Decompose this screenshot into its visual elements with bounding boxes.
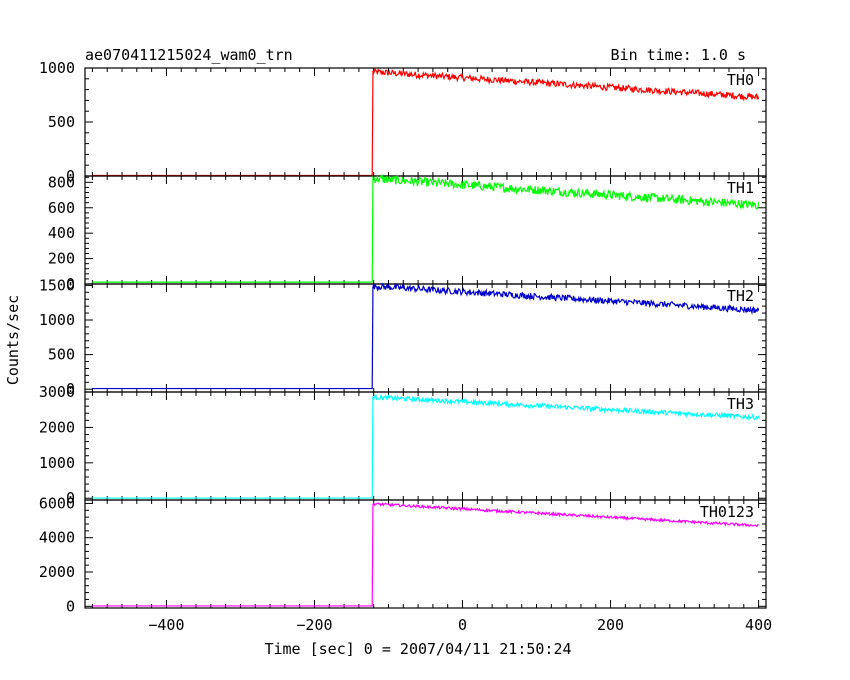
x-tick-label: −400	[148, 616, 184, 634]
series-line-th2	[92, 282, 760, 390]
y-tick-label: 6000	[39, 494, 75, 512]
series-line-th1	[92, 173, 760, 283]
series-line-th0	[92, 66, 760, 177]
y-tick-label: 3000	[39, 383, 75, 401]
y-tick-label: 2000	[39, 418, 75, 436]
x-tick-label: 0	[458, 616, 467, 634]
y-tick-label: 1000	[39, 454, 75, 472]
x-tick-label: 200	[597, 616, 624, 634]
y-tick-label: 200	[48, 250, 75, 268]
y-axis-label: Counts/sec	[4, 295, 22, 385]
panel-frame	[84, 499, 767, 609]
plot-title: ae070411215024_wam0_trn	[85, 46, 293, 64]
panel-frame	[84, 391, 767, 501]
y-tick-label: 0	[66, 275, 75, 293]
panel-th0: 0 500 1000 TH0	[39, 59, 767, 185]
panel-frame	[84, 67, 767, 177]
y-tick-label: 500	[48, 346, 75, 364]
series-label-th1: TH1	[727, 179, 754, 197]
y-tick-label: 0	[66, 167, 75, 185]
series-label-th0: TH0	[727, 71, 754, 89]
y-tick-label: 4000	[39, 529, 75, 547]
y-tick-label: 1500	[39, 276, 75, 294]
panel-th0123: 0 2000 4000 6000 TH0123	[39, 494, 767, 615]
series-label-th3: TH3	[727, 395, 754, 413]
x-tick-label: 400	[745, 616, 772, 634]
y-tick-label: 600	[48, 199, 75, 217]
bin-time-label: Bin time: 1.0 s	[611, 46, 746, 64]
y-tick-label: 800	[48, 173, 75, 191]
y-tick-label: 1000	[39, 59, 75, 77]
panel-frame	[84, 283, 767, 393]
series-label-th0123: TH0123	[700, 503, 754, 521]
panel-th3: 0 1000 2000 3000 TH3	[39, 383, 767, 507]
panel-frame	[84, 175, 767, 285]
panel-th2: 0 500 1000 1500 TH2	[39, 276, 767, 398]
y-tick-label: 2000	[39, 563, 75, 581]
y-tick-label: 500	[48, 113, 75, 131]
y-tick-label: 400	[48, 224, 75, 242]
y-tick-label: 1000	[39, 311, 75, 329]
y-tick-label: 0	[66, 380, 75, 398]
series-line-th0123	[92, 502, 759, 607]
series-line-th3	[92, 393, 760, 499]
series-label-th2: TH2	[727, 287, 754, 305]
panels-group: 0 500 1000 TH0 0 200 400 600 800 TH1 0 500 1000 1500 T…	[39, 59, 772, 634]
y-tick-label: 0	[66, 489, 75, 507]
x-axis-label: Time [sec] 0 = 2007/04/11 21:50:24	[264, 640, 571, 658]
x-tick-label: −200	[296, 616, 332, 634]
panel-th1: 0 200 400 600 800 TH1	[48, 173, 767, 293]
y-tick-label: 0	[66, 597, 75, 615]
